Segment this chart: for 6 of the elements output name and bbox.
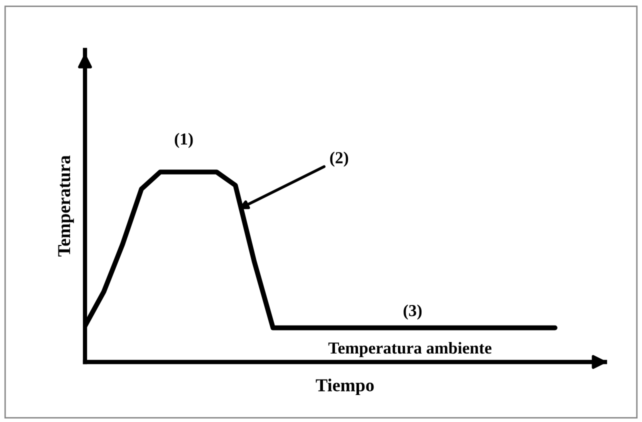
text: (1) bbox=[174, 132, 193, 148]
annotation: Temperatura ambiente bbox=[328, 342, 492, 358]
x-axis-title: Tiempo bbox=[316, 378, 374, 396]
annotation: (3) bbox=[404, 304, 422, 320]
y-axis-title: Temperatura bbox=[58, 155, 74, 257]
text: (2) bbox=[330, 152, 348, 167]
